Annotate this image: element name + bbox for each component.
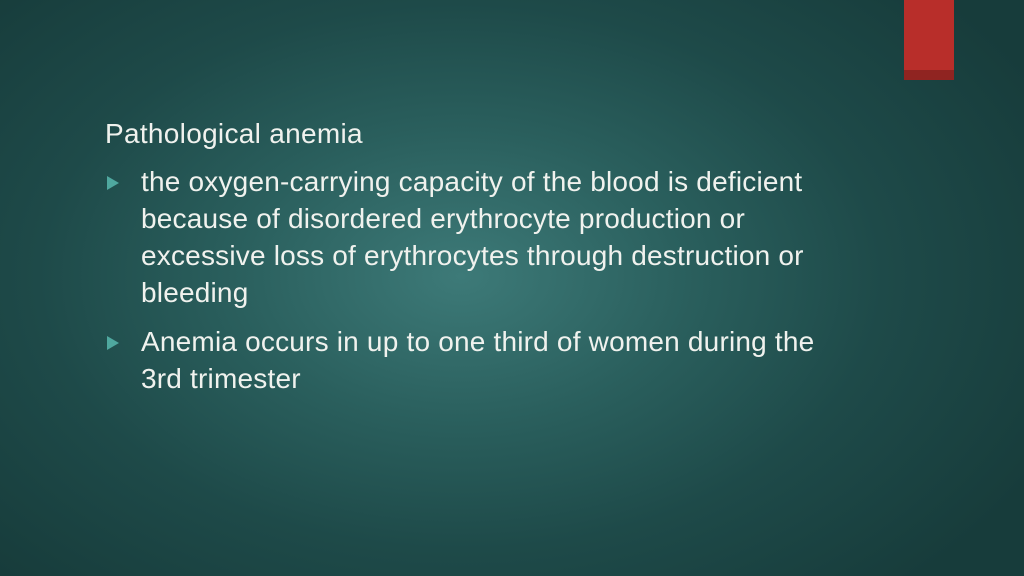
list-item: the oxygen-carrying capacity of the bloo… (105, 164, 825, 312)
bullet-list: the oxygen-carrying capacity of the bloo… (105, 164, 825, 398)
list-item: Anemia occurs in up to one third of wome… (105, 324, 825, 398)
slide: Pathological anemia the oxygen-carrying … (0, 0, 1024, 576)
slide-title: Pathological anemia (105, 118, 825, 150)
bullet-text: Anemia occurs in up to one third of wome… (141, 326, 814, 394)
triangle-bullet-icon (107, 336, 119, 350)
ribbon-body (904, 0, 954, 70)
ribbon-decoration (904, 0, 954, 80)
bullet-text: the oxygen-carrying capacity of the bloo… (141, 166, 804, 308)
ribbon-fold (904, 70, 954, 80)
slide-content: Pathological anemia the oxygen-carrying … (105, 118, 825, 410)
triangle-bullet-icon (107, 176, 119, 190)
